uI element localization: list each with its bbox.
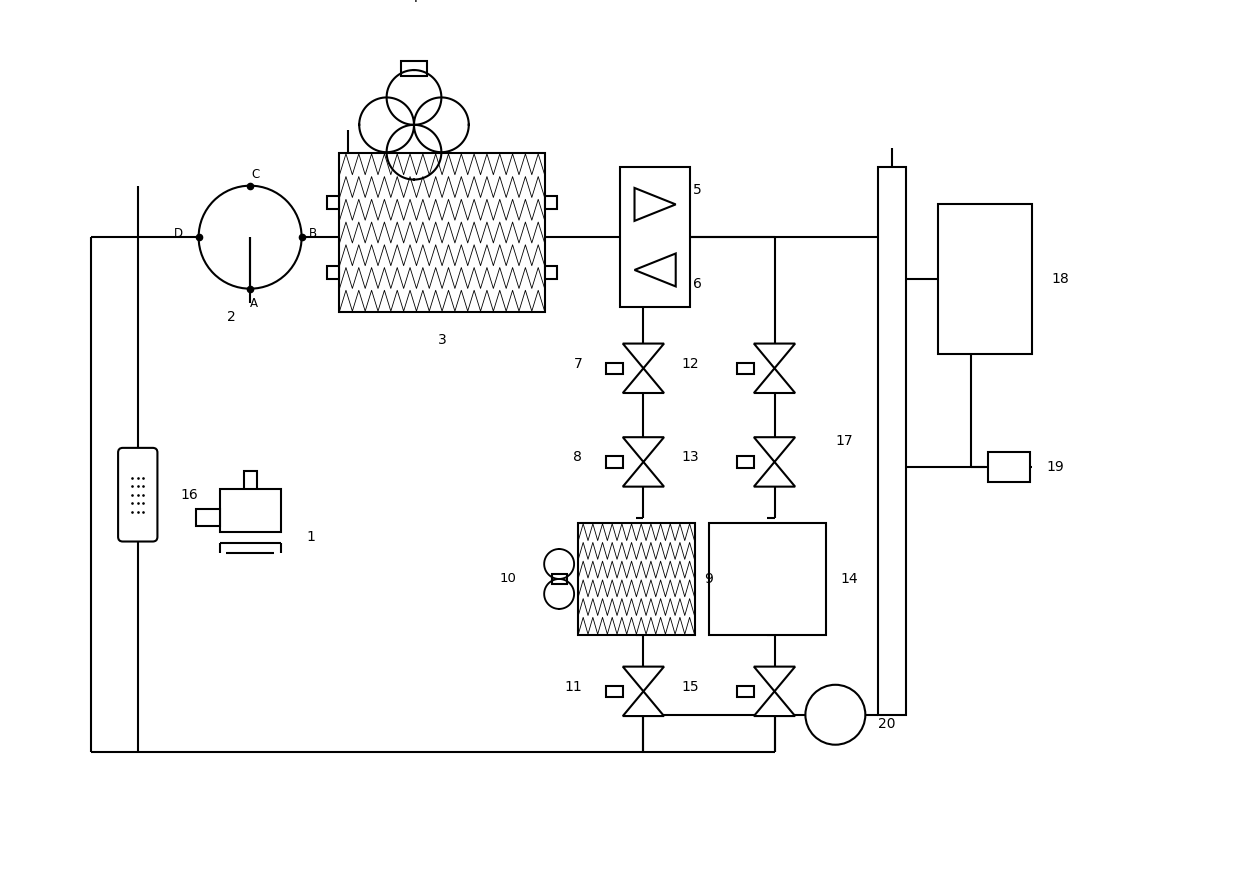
Text: A: A [250, 297, 258, 310]
Polygon shape [622, 667, 663, 692]
Bar [737, 457, 754, 467]
Bar [620, 167, 691, 307]
Text: D: D [174, 227, 182, 240]
Bar [196, 510, 219, 526]
Text: 8: 8 [573, 451, 583, 465]
Polygon shape [635, 253, 676, 286]
Text: 11: 11 [564, 679, 582, 693]
Text: 7: 7 [573, 356, 583, 370]
FancyBboxPatch shape [118, 448, 157, 541]
Text: B: B [309, 227, 317, 240]
Text: 4: 4 [409, 0, 418, 5]
Bar [578, 523, 694, 635]
Bar [546, 267, 557, 279]
Polygon shape [622, 343, 663, 368]
Polygon shape [754, 368, 795, 393]
Bar [606, 686, 622, 697]
Text: 19: 19 [1047, 459, 1064, 473]
Polygon shape [635, 188, 676, 221]
Bar [327, 267, 339, 279]
Bar [709, 523, 826, 635]
Text: 6: 6 [693, 277, 702, 291]
Bar [737, 363, 754, 374]
Text: 20: 20 [878, 717, 895, 731]
Bar [606, 363, 622, 374]
Bar [243, 472, 257, 513]
Polygon shape [754, 692, 795, 716]
Text: 1: 1 [306, 530, 315, 544]
Polygon shape [754, 343, 795, 368]
Bar [987, 451, 1029, 481]
Bar [546, 196, 557, 209]
Bar [939, 204, 1032, 355]
Text: 16: 16 [180, 488, 198, 502]
Polygon shape [622, 692, 663, 716]
Text: 14: 14 [841, 572, 858, 586]
Circle shape [806, 685, 866, 744]
Polygon shape [754, 667, 795, 692]
Text: 13: 13 [682, 451, 699, 465]
Text: 2: 2 [227, 310, 236, 324]
Polygon shape [622, 368, 663, 393]
Text: C: C [252, 168, 260, 181]
Bar [878, 167, 905, 715]
Bar [552, 575, 567, 583]
Text: 10: 10 [500, 573, 516, 585]
Bar [737, 686, 754, 697]
Polygon shape [622, 437, 663, 462]
Bar [606, 457, 622, 467]
Bar [219, 489, 280, 532]
Bar [339, 153, 546, 312]
Text: 15: 15 [682, 679, 699, 693]
Text: 17: 17 [836, 434, 853, 448]
Polygon shape [754, 462, 795, 487]
Text: 9: 9 [704, 572, 713, 586]
Bar [327, 196, 339, 209]
Bar [401, 61, 427, 76]
Text: 12: 12 [682, 356, 699, 370]
Polygon shape [754, 437, 795, 462]
Text: 5: 5 [693, 183, 702, 197]
Text: 3: 3 [438, 334, 446, 348]
Text: 18: 18 [1052, 272, 1069, 286]
Polygon shape [622, 462, 663, 487]
